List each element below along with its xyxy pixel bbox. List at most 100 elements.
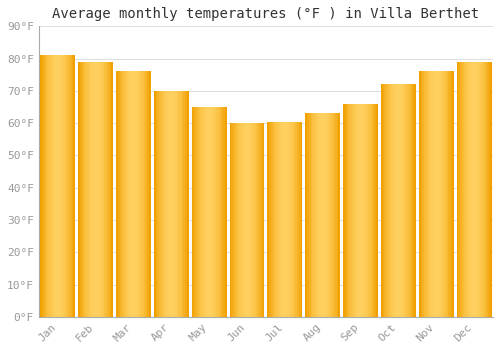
Bar — [400, 84, 402, 317]
Bar — [324, 113, 326, 317]
Bar — [376, 104, 378, 317]
Bar — [388, 84, 390, 317]
Bar — [63, 55, 64, 317]
Bar — [332, 113, 333, 317]
Bar — [216, 107, 218, 317]
Bar — [443, 71, 445, 317]
Bar — [414, 84, 416, 317]
Bar — [148, 71, 149, 317]
Bar — [458, 62, 460, 317]
Bar — [123, 71, 125, 317]
Bar — [456, 62, 458, 317]
Bar — [321, 113, 322, 317]
Bar — [124, 71, 126, 317]
Bar — [460, 62, 462, 317]
Bar — [368, 104, 370, 317]
Bar — [393, 84, 395, 317]
Bar — [80, 62, 82, 317]
Bar — [392, 84, 393, 317]
Bar — [212, 107, 214, 317]
Bar — [360, 104, 362, 317]
Bar — [84, 62, 85, 317]
Bar — [187, 91, 188, 317]
Bar — [299, 121, 300, 317]
Bar — [272, 121, 274, 317]
Bar — [223, 107, 225, 317]
Bar — [274, 121, 276, 317]
Bar — [261, 123, 262, 317]
Bar — [276, 121, 278, 317]
Bar — [424, 71, 426, 317]
Bar — [309, 113, 310, 317]
Bar — [326, 113, 328, 317]
Bar — [420, 71, 422, 317]
Bar — [262, 123, 264, 317]
Bar — [426, 71, 428, 317]
Bar — [225, 107, 226, 317]
Bar — [61, 55, 63, 317]
Bar — [72, 55, 74, 317]
Bar — [314, 113, 316, 317]
Bar — [307, 113, 309, 317]
Bar — [42, 55, 44, 317]
Bar — [158, 91, 159, 317]
Bar — [348, 104, 350, 317]
Bar — [252, 123, 254, 317]
Bar — [433, 71, 434, 317]
Bar — [122, 71, 123, 317]
Bar — [278, 121, 280, 317]
Bar — [116, 71, 118, 317]
Bar — [194, 107, 196, 317]
Bar — [371, 104, 373, 317]
Bar — [282, 121, 283, 317]
Bar — [246, 123, 247, 317]
Bar — [430, 71, 431, 317]
Bar — [445, 71, 447, 317]
Bar — [135, 71, 137, 317]
Bar — [318, 113, 320, 317]
Bar — [476, 62, 478, 317]
Bar — [56, 55, 58, 317]
Bar — [296, 121, 297, 317]
Bar — [118, 71, 120, 317]
Bar — [354, 104, 356, 317]
Bar — [488, 62, 490, 317]
Bar — [96, 62, 98, 317]
Bar — [434, 71, 436, 317]
Bar — [428, 71, 430, 317]
Bar — [200, 107, 202, 317]
Bar — [466, 62, 467, 317]
Bar — [247, 123, 249, 317]
Bar — [472, 62, 474, 317]
Bar — [248, 123, 250, 317]
Bar — [222, 107, 223, 317]
Bar — [154, 91, 156, 317]
Bar — [396, 84, 398, 317]
Bar — [144, 71, 146, 317]
Bar — [398, 84, 400, 317]
Bar — [238, 123, 240, 317]
Bar — [208, 107, 209, 317]
Bar — [236, 123, 238, 317]
Bar — [256, 123, 258, 317]
Bar — [464, 62, 466, 317]
Bar — [112, 62, 113, 317]
Bar — [92, 62, 94, 317]
Bar — [230, 123, 232, 317]
Bar — [297, 121, 299, 317]
Bar — [283, 121, 285, 317]
Bar — [104, 62, 106, 317]
Bar — [386, 84, 388, 317]
Bar — [271, 121, 272, 317]
Bar — [175, 91, 176, 317]
Bar — [478, 62, 480, 317]
Bar — [384, 84, 386, 317]
Bar — [350, 104, 352, 317]
Bar — [412, 84, 414, 317]
Bar — [359, 104, 360, 317]
Bar — [294, 121, 296, 317]
Bar — [134, 71, 135, 317]
Bar — [51, 55, 52, 317]
Bar — [300, 121, 302, 317]
Bar — [452, 71, 454, 317]
